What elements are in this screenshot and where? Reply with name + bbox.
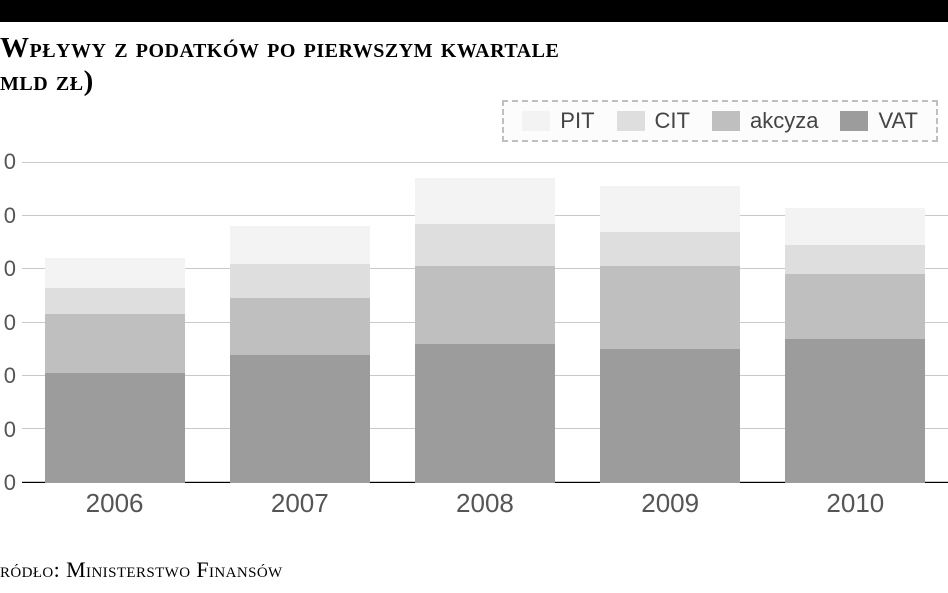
bar-segment-pit bbox=[45, 258, 185, 287]
legend-swatch bbox=[617, 111, 645, 131]
bars-container bbox=[22, 162, 948, 483]
plot-area: 2006 2007 2008 2009 2010 bbox=[22, 162, 948, 523]
bar-segment-cit bbox=[230, 264, 370, 299]
legend-label: CIT bbox=[655, 108, 690, 134]
bar-segment-akcyza bbox=[45, 314, 185, 373]
legend-label: PIT bbox=[560, 108, 594, 134]
chart-source: ródło: Ministerstwo Finansów bbox=[0, 557, 283, 583]
x-tick-label: 2010 bbox=[785, 488, 925, 519]
bar-segment-akcyza bbox=[230, 298, 370, 354]
source-label: ródło: bbox=[0, 557, 60, 582]
chart-legend: PIT CIT akcyza VAT bbox=[502, 100, 938, 142]
bar-segment-cit bbox=[600, 232, 740, 267]
bar-segment-pit bbox=[600, 186, 740, 231]
y-tick-label: 0 bbox=[4, 470, 16, 496]
y-tick-label: 0 bbox=[4, 149, 16, 175]
bar-segment-vat bbox=[230, 355, 370, 483]
legend-swatch bbox=[522, 111, 550, 131]
source-value: Ministerstwo Finansów bbox=[66, 557, 283, 582]
bar-segment-vat bbox=[45, 373, 185, 483]
x-tick-label: 2007 bbox=[230, 488, 370, 519]
x-axis-labels: 2006 2007 2008 2009 2010 bbox=[22, 483, 948, 523]
y-tick-label: 0 bbox=[4, 310, 16, 336]
bar-segment-cit bbox=[45, 288, 185, 315]
bar-segment-akcyza bbox=[785, 274, 925, 338]
legend-label: VAT bbox=[878, 108, 918, 134]
bar-segment-vat bbox=[600, 349, 740, 483]
y-tick-label: 0 bbox=[4, 256, 16, 282]
bar-segment-pit bbox=[785, 208, 925, 245]
bar-column bbox=[600, 162, 740, 483]
bar-segment-akcyza bbox=[600, 266, 740, 349]
legend-item-cit: CIT bbox=[617, 108, 690, 134]
y-tick-label: 0 bbox=[4, 363, 16, 389]
bar-column bbox=[415, 162, 555, 483]
bar-column bbox=[45, 162, 185, 483]
x-tick-label: 2008 bbox=[415, 488, 555, 519]
legend-swatch bbox=[712, 111, 740, 131]
bar-segment-pit bbox=[230, 226, 370, 263]
legend-label: akcyza bbox=[750, 108, 818, 134]
y-tick-label: 0 bbox=[4, 417, 16, 443]
bar-segment-cit bbox=[785, 245, 925, 274]
title-line-1: Wpływy z podatków po pierwszym kwartale bbox=[0, 32, 559, 65]
chart-title: Wpływy z podatków po pierwszym kwartale … bbox=[0, 32, 559, 98]
y-tick-label: 0 bbox=[4, 203, 16, 229]
legend-item-vat: VAT bbox=[840, 108, 918, 134]
bar-segment-pit bbox=[415, 178, 555, 223]
legend-swatch bbox=[840, 111, 868, 131]
bar-segment-cit bbox=[415, 224, 555, 267]
bar-column bbox=[785, 162, 925, 483]
title-line-2: mld zł) bbox=[0, 65, 559, 98]
y-axis-labels: 0000000 bbox=[0, 162, 16, 483]
x-tick-label: 2009 bbox=[600, 488, 740, 519]
x-tick-label: 2006 bbox=[45, 488, 185, 519]
bar-segment-vat bbox=[415, 344, 555, 483]
legend-item-akcyza: akcyza bbox=[712, 108, 818, 134]
bar-column bbox=[230, 162, 370, 483]
bar-segment-akcyza bbox=[415, 266, 555, 344]
bar-segment-vat bbox=[785, 339, 925, 483]
legend-item-pit: PIT bbox=[522, 108, 594, 134]
chart-frame: Wpływy z podatków po pierwszym kwartale … bbox=[0, 0, 948, 593]
